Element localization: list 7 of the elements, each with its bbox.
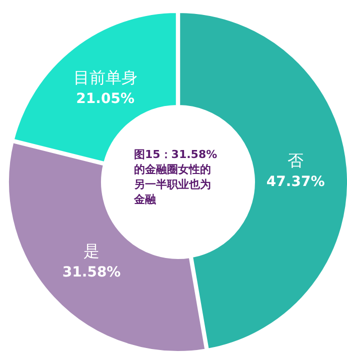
data-label: 31.58%: [62, 264, 121, 280]
text: 图15：31.58%的金融圈女性的另一半职业也为金融: [133, 148, 218, 206]
slice-label: 否: [288, 150, 304, 170]
slice-label: 目前单身: [73, 68, 138, 88]
data-label: 47.37%: [266, 174, 325, 190]
slice-label: 是: [84, 241, 100, 260]
data-label: 21.05%: [76, 91, 134, 108]
